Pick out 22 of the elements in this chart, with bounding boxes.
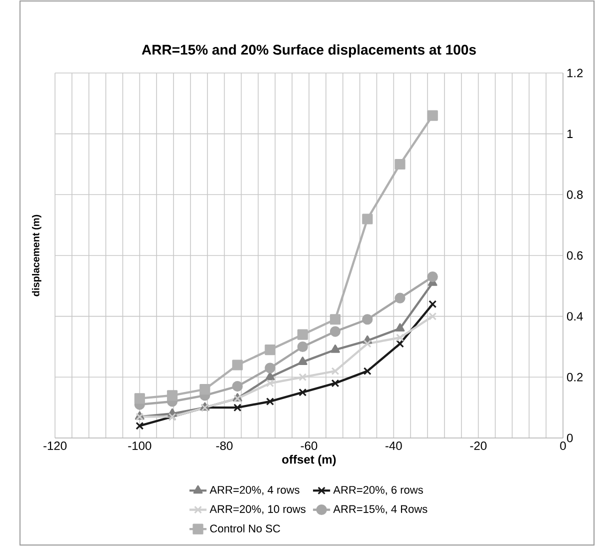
x-tick-label: -80 [216, 442, 233, 450]
y-tick-label: 0.2 [567, 372, 583, 382]
x-tick-label: -120 [44, 442, 67, 450]
y-axis-title: displacement (m) [32, 214, 42, 296]
y-tick-label: 1.2 [567, 68, 583, 78]
y-tick-label: 0.4 [567, 312, 583, 321]
x-tick-label: -60 [300, 442, 318, 450]
legend-label: Control No SC [210, 524, 280, 532]
y-tick-label: 1 [567, 130, 573, 138]
y-tick-label: 0 [567, 434, 573, 442]
x-tick-label: -40 [386, 442, 402, 450]
chart-title: ARR=15% and 20% Surface displacements at 100s [142, 44, 476, 58]
legend-label: ARR=20%, 6 rows [333, 486, 423, 496]
y-tick-label: 0.6 [567, 251, 583, 260]
x-tick-label: -100 [128, 442, 152, 450]
legend-label: ARR=20%, 10 rows [210, 505, 306, 514]
x-tick-label: -20 [470, 442, 487, 450]
y-tick-label: 0.8 [567, 190, 583, 199]
x-axis-title: offset (m) [282, 454, 336, 466]
legend-label: ARR=15%, 4 Rows [333, 505, 428, 514]
x-tick-label: 0 [560, 442, 566, 450]
legend-label: ARR=20%, 4 rows [210, 486, 300, 496]
